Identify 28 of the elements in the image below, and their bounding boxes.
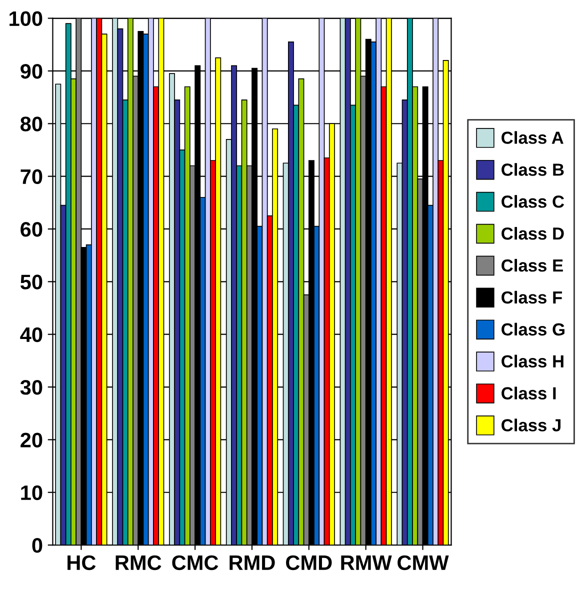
- x-tick-label: RMW: [341, 556, 392, 570]
- legend-label: Class C: [502, 195, 564, 208]
- x-tick-label: RMC: [116, 555, 162, 570]
- legend-label: Class D: [502, 226, 564, 240]
- y-tick-label: 100: [10, 11, 42, 26]
- legend-label: Class H: [502, 354, 564, 368]
- y-tick-label: 50: [20, 274, 42, 290]
- y-tick-label: 70: [20, 169, 42, 184]
- x-tick-label: CMW: [398, 555, 449, 570]
- x-tick-label: RMD: [230, 556, 275, 570]
- legend-label: Class I: [502, 386, 556, 400]
- y-tick-label: 10: [21, 485, 42, 500]
- legend-label: Class F: [502, 290, 562, 304]
- y-tick-label: 80: [20, 116, 42, 132]
- y-tick-label: 20: [20, 432, 42, 448]
- legend-label: Class G: [502, 322, 564, 336]
- y-tick-label: 0: [32, 538, 42, 553]
- legend-label: Class B: [502, 163, 564, 176]
- x-tick-label: HC: [68, 555, 96, 570]
- y-tick-label: 90: [20, 64, 42, 79]
- x-tick-label: CMC: [172, 555, 218, 570]
- y-tick-label: 60: [20, 222, 42, 237]
- legend-label: Class A: [502, 131, 564, 144]
- y-tick-label: 30: [20, 380, 42, 395]
- legend-label: Class J: [502, 418, 560, 432]
- legend-label: Class E: [502, 258, 563, 272]
- y-tick-label: 40: [20, 327, 42, 342]
- x-tick-label: CMD: [286, 555, 332, 570]
